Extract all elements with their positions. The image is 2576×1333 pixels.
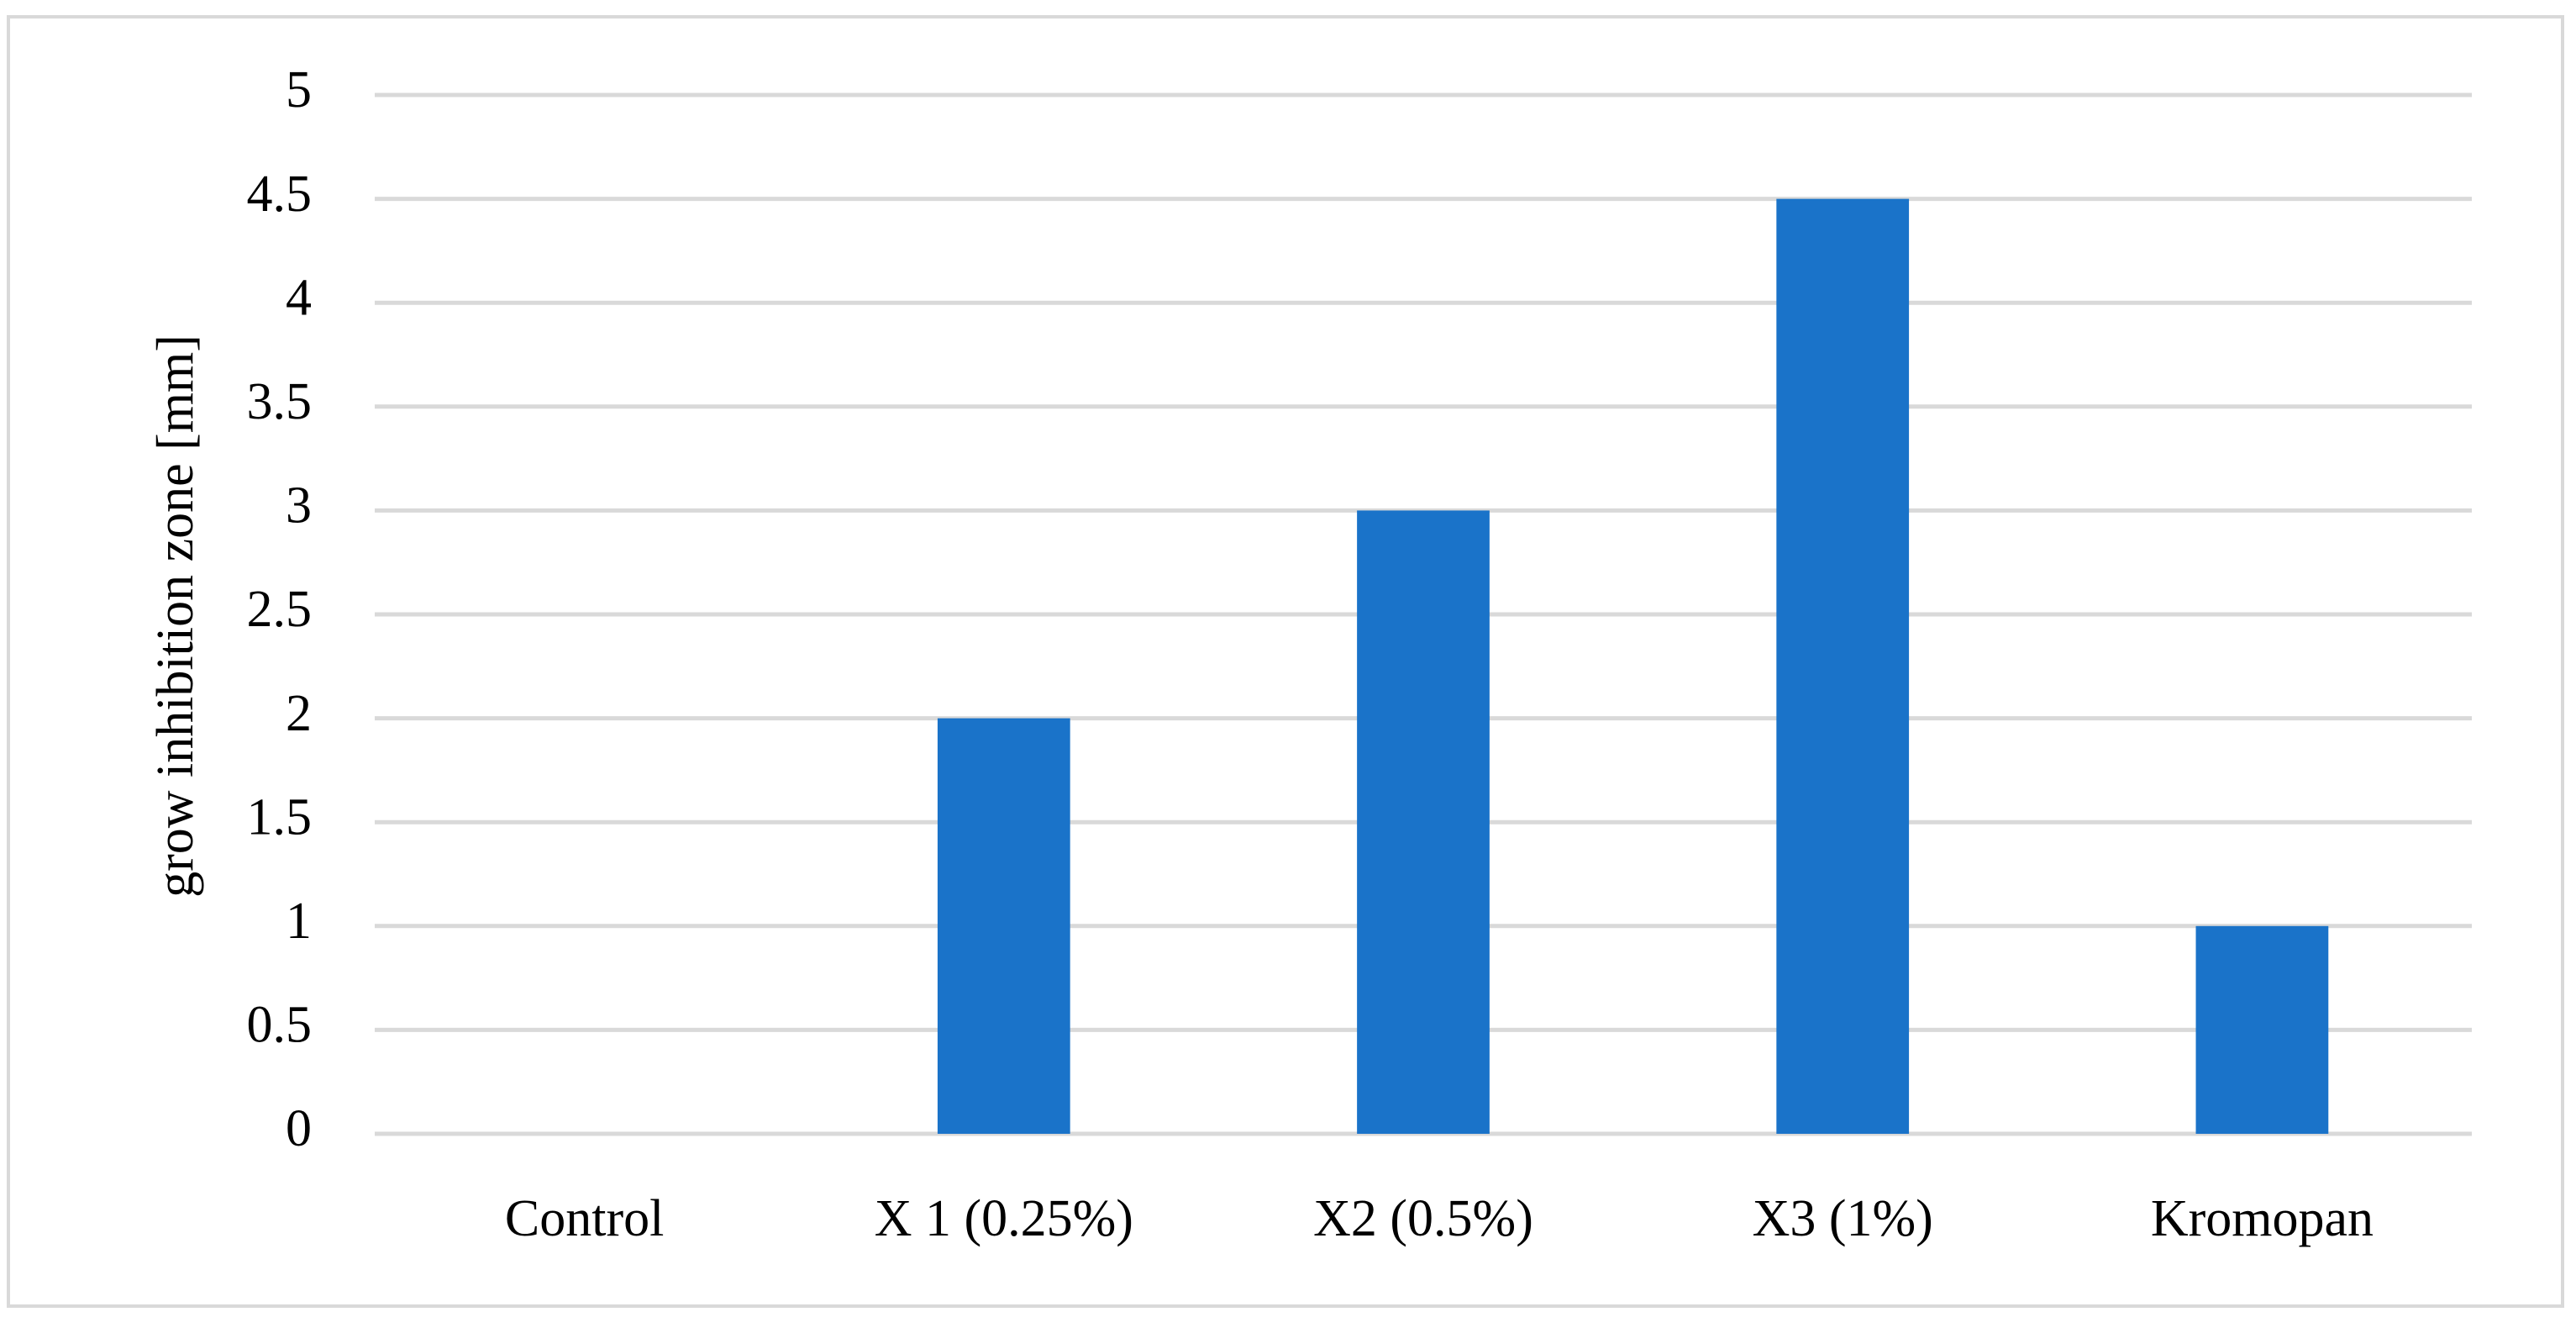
y-tick-label: 4.5 xyxy=(247,166,313,223)
x-tick-label: X 1 (0.25%) xyxy=(875,1190,1133,1247)
chart-border xyxy=(7,15,2564,1308)
bar xyxy=(1357,510,1490,1134)
y-tick-label: 3 xyxy=(286,477,312,535)
y-tick-label: 0 xyxy=(286,1100,312,1157)
x-tick-label: Control xyxy=(505,1190,664,1247)
x-tick-label: Kromopan xyxy=(2151,1190,2374,1247)
y-tick-label: 3.5 xyxy=(247,373,313,430)
bar xyxy=(937,718,1070,1134)
y-tick-label: 2.5 xyxy=(247,581,313,638)
x-tick-label: X3 (1%) xyxy=(1753,1190,1933,1247)
y-tick-label: 0.5 xyxy=(247,997,313,1054)
bar xyxy=(2195,925,2329,1134)
y-axis-label: grow inhibition zone [mm] xyxy=(147,335,204,898)
y-tick-label: 4 xyxy=(286,269,312,326)
y-tick-label: 1.5 xyxy=(247,788,313,846)
y-tick-label: 5 xyxy=(286,61,312,119)
x-tick-label: X2 (0.5%) xyxy=(1313,1190,1533,1247)
bar xyxy=(1776,198,1910,1135)
y-tick-label: 1 xyxy=(286,893,312,950)
y-tick-label: 2 xyxy=(286,685,312,742)
